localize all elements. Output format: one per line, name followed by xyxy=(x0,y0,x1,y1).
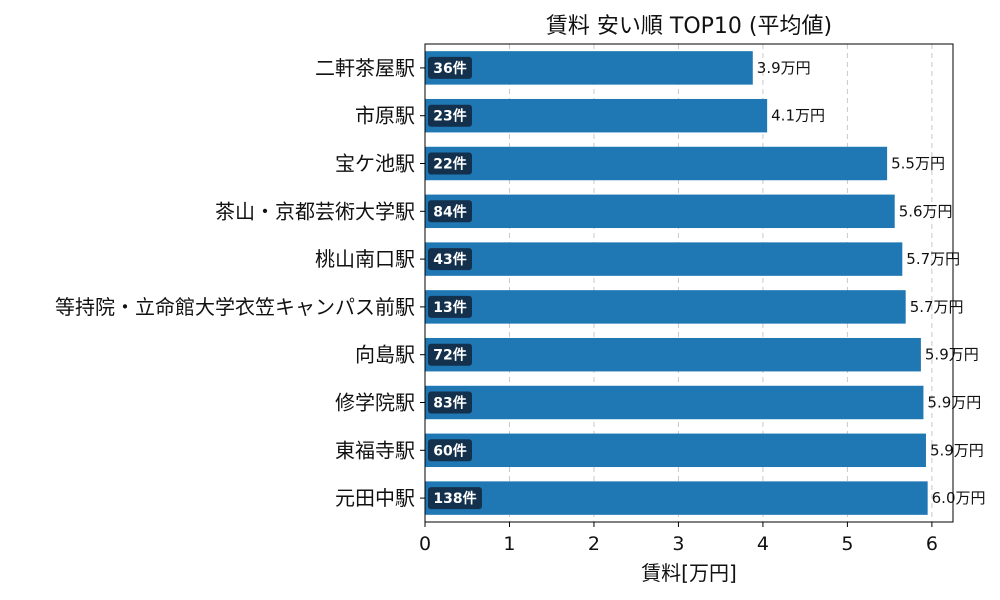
plot-frame xyxy=(424,43,954,523)
value-label: 5.7万円 xyxy=(906,250,960,268)
value-label: 4.1万円 xyxy=(771,107,825,125)
category-label: 東福寺駅 xyxy=(335,438,415,462)
count-badge xyxy=(428,104,472,127)
bar xyxy=(425,242,903,276)
x-tick-label: 1 xyxy=(503,533,515,555)
bar xyxy=(425,146,888,181)
count-label: 84件 xyxy=(433,203,466,220)
bar xyxy=(425,385,924,420)
bar xyxy=(425,98,768,133)
x-axis-ticks: 0 1 2 3 4 5 6 xyxy=(419,67,938,555)
category-label: 市原駅 xyxy=(355,104,415,128)
count-badge xyxy=(428,391,472,414)
value-label: 5.9万円 xyxy=(930,441,984,459)
count-label: 36件 xyxy=(433,60,466,77)
count-label: 22件 xyxy=(433,156,466,173)
bar xyxy=(425,194,895,229)
category-label: 二軒茶屋駅 xyxy=(315,56,415,80)
value-label: 5.5万円 xyxy=(891,155,945,173)
count-label: 43件 xyxy=(433,251,466,268)
category-label: 桃山南口駅 xyxy=(315,247,415,271)
category-label: 宝ケ池駅 xyxy=(335,152,415,176)
count-badge xyxy=(428,439,472,462)
count-label: 60件 xyxy=(433,442,466,459)
bar xyxy=(425,337,921,372)
x-tick-label: 4 xyxy=(757,533,769,555)
count-badge xyxy=(428,343,472,366)
category-label: 茶山・京都芸術大学駅 xyxy=(215,199,415,223)
value-label: 3.9万円 xyxy=(757,59,811,77)
count-badge xyxy=(428,56,472,79)
x-tick-label: 0 xyxy=(419,533,431,555)
count-badge xyxy=(428,200,472,223)
x-tick-label: 2 xyxy=(588,533,600,555)
x-axis-label: 賃料[万円] xyxy=(641,561,737,585)
category-label: 向島駅 xyxy=(355,343,415,367)
category-label: 修学院駅 xyxy=(335,391,415,415)
count-badge xyxy=(428,487,482,510)
category-label: 元田中駅 xyxy=(335,486,415,510)
value-label: 5.9万円 xyxy=(925,346,979,364)
value-label: 6.0万円 xyxy=(932,489,986,507)
count-badge xyxy=(428,152,472,175)
bars xyxy=(425,51,928,515)
count-label: 72件 xyxy=(433,347,466,364)
x-tick-label: 6 xyxy=(926,533,938,555)
bar xyxy=(425,51,753,85)
count-label: 23件 xyxy=(433,108,466,125)
bar xyxy=(425,433,926,468)
count-badge xyxy=(428,248,472,271)
chart-title: 賃料 安い順 TOP10 (平均値) xyxy=(546,14,832,39)
count-label: 83件 xyxy=(433,395,466,412)
count-label: 13件 xyxy=(433,299,466,316)
x-tick-label: 5 xyxy=(841,533,853,555)
category-label: 等持院・立命館大学衣笠キャンパス前駅 xyxy=(55,295,415,319)
count-label: 138件 xyxy=(433,490,476,507)
value-label: 5.9万円 xyxy=(927,394,981,412)
x-tick-label: 3 xyxy=(672,533,684,555)
count-badge xyxy=(428,295,472,318)
value-label: 5.7万円 xyxy=(910,298,964,316)
value-label: 5.6万円 xyxy=(899,202,953,220)
bar xyxy=(425,290,906,324)
bar xyxy=(425,481,928,515)
